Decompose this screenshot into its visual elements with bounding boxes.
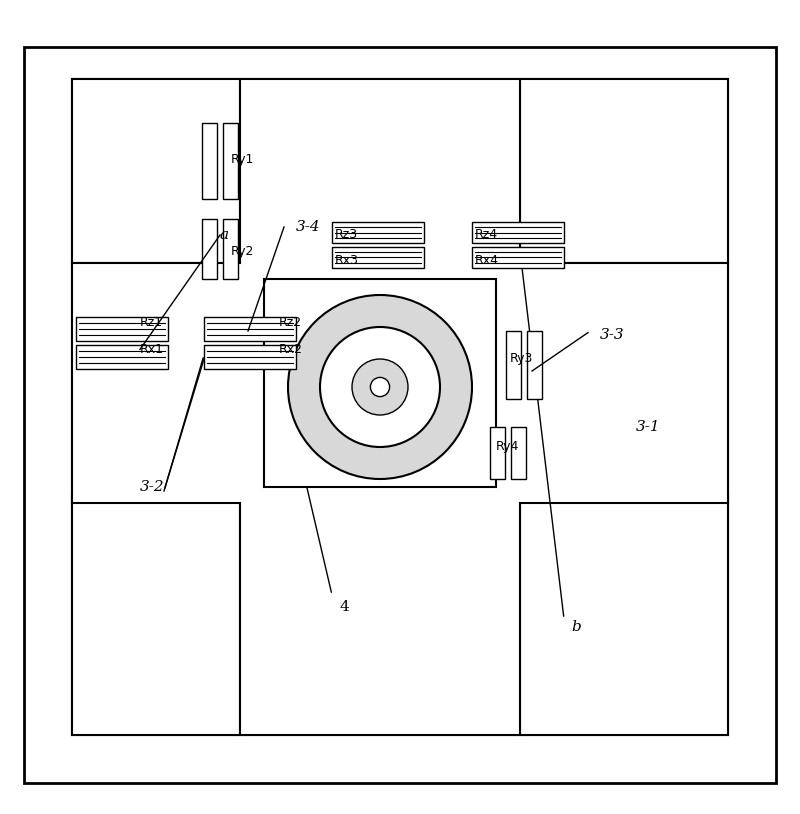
Text: Ry2: Ry2 — [231, 244, 254, 257]
Bar — [204, 345, 296, 370]
Bar — [332, 222, 424, 243]
Circle shape — [352, 359, 408, 415]
Text: 4: 4 — [339, 600, 349, 614]
Bar — [72, 495, 240, 735]
Text: 3-4: 3-4 — [296, 220, 320, 234]
Bar — [332, 247, 424, 268]
Text: Ry1: Ry1 — [231, 152, 254, 165]
Text: 3-1: 3-1 — [636, 420, 660, 434]
Bar — [527, 331, 542, 399]
Bar — [76, 317, 168, 341]
Text: a: a — [219, 228, 229, 242]
Circle shape — [288, 295, 472, 479]
Text: Ry4: Ry4 — [496, 440, 519, 453]
Bar — [202, 123, 217, 199]
Text: Rz2: Rz2 — [278, 317, 302, 330]
Bar — [264, 279, 496, 487]
Bar — [204, 317, 296, 341]
Bar — [223, 123, 238, 199]
Text: Rz1: Rz1 — [140, 317, 163, 330]
Text: b: b — [571, 620, 581, 634]
Bar — [511, 427, 526, 479]
Bar — [223, 219, 238, 279]
Bar — [520, 495, 728, 735]
Text: 3-2: 3-2 — [140, 480, 164, 494]
Text: 3-3: 3-3 — [600, 328, 624, 342]
Bar — [472, 247, 564, 268]
Bar — [506, 331, 521, 399]
Bar — [472, 222, 564, 243]
Bar — [72, 79, 240, 263]
Text: Rx2: Rx2 — [278, 343, 302, 356]
Text: Rx3: Rx3 — [334, 254, 358, 267]
Bar — [76, 345, 168, 370]
Text: Rx1: Rx1 — [140, 343, 164, 356]
Bar — [490, 427, 505, 479]
Text: Rx4: Rx4 — [474, 254, 498, 267]
Text: Ry3: Ry3 — [510, 352, 533, 365]
Bar — [72, 79, 728, 735]
Polygon shape — [72, 79, 728, 735]
Bar — [520, 79, 728, 263]
Bar — [202, 219, 217, 279]
Circle shape — [370, 378, 390, 396]
Text: Rz4: Rz4 — [474, 229, 498, 242]
Circle shape — [320, 327, 440, 447]
Text: Rz3: Rz3 — [334, 229, 358, 242]
